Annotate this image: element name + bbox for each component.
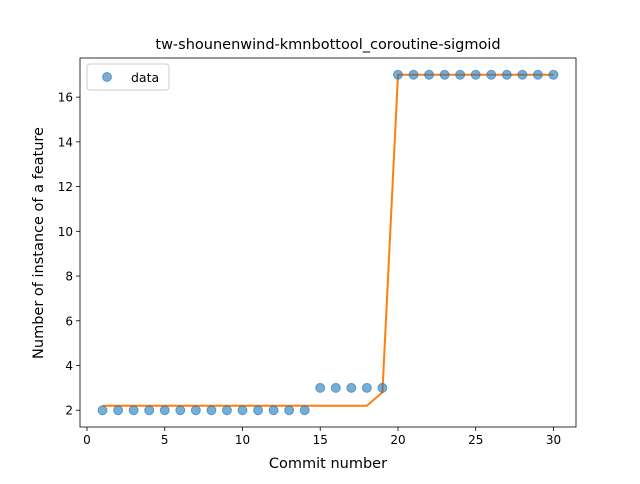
data-point-28 (517, 69, 528, 80)
chart-title: tw-shounenwind-kmnbottool_coroutine-sigm… (155, 37, 500, 53)
data-point-2 (113, 405, 124, 416)
x-tick-label-0: 0 (83, 433, 91, 447)
data-point-5 (159, 405, 170, 416)
data-point-6 (175, 405, 186, 416)
data-point-4 (144, 405, 155, 416)
y-tick-label-8: 8 (65, 270, 73, 284)
x-tick-label-20: 20 (390, 433, 405, 447)
x-tick-label-10: 10 (235, 433, 250, 447)
x-tick-label-5: 5 (161, 433, 169, 447)
data-point-24 (455, 69, 466, 80)
data-point-12 (268, 405, 279, 416)
data-point-25 (470, 69, 481, 80)
legend-box (86, 63, 170, 91)
legend-label-data: data (131, 70, 159, 85)
data-point-18 (361, 382, 372, 393)
data-point-10 (237, 405, 248, 416)
plot-area: 0 5 10 15 20 25 30 2 4 6 8 10 12 14 16 (58, 57, 577, 447)
data-point-15 (315, 382, 326, 393)
legend-marker-data (102, 72, 112, 82)
x-tick-label-30: 30 (546, 433, 561, 447)
data-point-17 (346, 382, 357, 393)
data-point-11 (253, 405, 264, 416)
x-tick-label-25: 25 (468, 433, 483, 447)
data-point-16 (330, 382, 341, 393)
y-tick-label-4: 4 (65, 359, 73, 373)
data-point-14 (299, 405, 310, 416)
data-point-20 (392, 69, 403, 80)
y-tick-label-2: 2 (65, 404, 73, 418)
y-tick-label-10: 10 (58, 225, 73, 239)
y-tick-label-16: 16 (58, 91, 73, 105)
data-point-26 (486, 69, 497, 80)
data-point-19 (377, 382, 388, 393)
y-tick-label-12: 12 (58, 180, 73, 194)
data-point-29 (532, 69, 543, 80)
x-axis-label: Commit number (269, 456, 387, 472)
legend: data (86, 63, 170, 91)
data-point-8 (206, 405, 217, 416)
y-tick-label-6: 6 (65, 314, 73, 328)
data-point-1 (97, 405, 108, 416)
data-point-13 (284, 405, 295, 416)
data-point-9 (221, 405, 232, 416)
data-point-22 (424, 69, 435, 80)
data-point-30 (548, 69, 559, 80)
data-point-27 (501, 69, 512, 80)
data-point-3 (128, 405, 139, 416)
y-axis-label: Number of instance of a feature (31, 127, 47, 359)
y-tick-label-14: 14 (58, 135, 73, 149)
data-point-21 (408, 69, 419, 80)
x-tick-label-15: 15 (313, 433, 328, 447)
data-point-7 (190, 405, 201, 416)
data-point-23 (439, 69, 450, 80)
axes-frame (79, 57, 577, 428)
